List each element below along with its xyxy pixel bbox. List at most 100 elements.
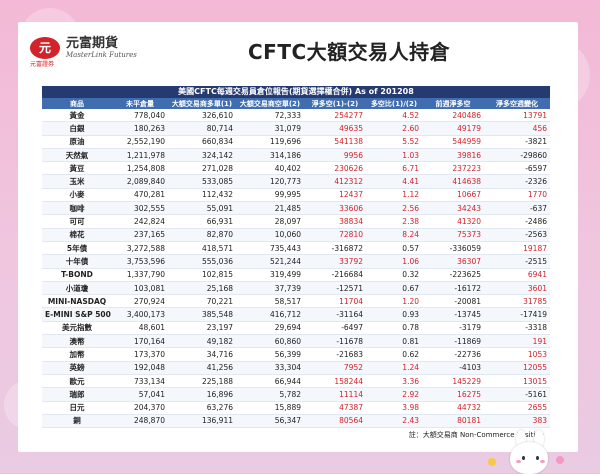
cell-prev-net: -223625 xyxy=(422,268,484,282)
cell-net-change: 1770 xyxy=(484,188,550,203)
cell-prev-net: 544959 xyxy=(422,135,484,149)
cell-prev-net: -4103 xyxy=(422,361,484,375)
commodity-name: 澳幣 xyxy=(42,334,112,349)
cell-net: -6497 xyxy=(304,321,366,336)
cell-ratio: 0.32 xyxy=(366,268,422,282)
cell-prev-net: 16275 xyxy=(422,387,484,402)
cell-prev-net: 49179 xyxy=(422,121,484,136)
column-header: 前週淨多空 xyxy=(422,98,484,109)
cell-long: 25,168 xyxy=(168,281,236,296)
cell-net: 158244 xyxy=(304,374,366,389)
cell-net-change: 1053 xyxy=(484,347,550,362)
cell-short: 37,739 xyxy=(236,281,304,296)
cell-long: 63,276 xyxy=(168,401,236,415)
cell-open-interest: 3,272,588 xyxy=(112,241,168,256)
cell-open-interest: 248,870 xyxy=(112,414,168,429)
cell-ratio: 1.12 xyxy=(366,188,422,203)
column-header: 未平倉量 xyxy=(112,98,168,109)
commodity-name: 小道瓊 xyxy=(42,281,112,296)
cell-long: 66,931 xyxy=(168,214,236,229)
cell-open-interest: 3,400,173 xyxy=(112,307,168,322)
table-row: 天然氣 1,211,978 324,142 314,186 9956 1.03 39816-… xyxy=(42,148,550,163)
table-row: 美元指數 48,601 23,197 29,694 -6497 0.78 -3179 -331… xyxy=(42,321,550,336)
cell-short: 33,304 xyxy=(236,361,304,375)
cell-net: 47387 xyxy=(304,401,366,415)
commodity-name: 黃金 xyxy=(42,109,112,123)
cell-long: 34,716 xyxy=(168,347,236,362)
cell-open-interest: 180,263 xyxy=(112,121,168,136)
cell-net-change: 13015 xyxy=(484,374,550,389)
cell-prev-net: 80181 xyxy=(422,414,484,429)
cell-net-change: 3601 xyxy=(484,281,550,296)
cell-ratio: 3.98 xyxy=(366,401,422,415)
cell-open-interest: 1,337,790 xyxy=(112,268,168,282)
cell-ratio: 4.52 xyxy=(366,109,422,123)
cell-open-interest: 48,601 xyxy=(112,321,168,336)
cell-net: 9956 xyxy=(304,148,366,163)
cell-prev-net: 237223 xyxy=(422,161,484,176)
commodity-name: 5年債 xyxy=(42,241,112,256)
cell-prev-net: 44732 xyxy=(422,401,484,415)
company-logo: 元 元富證券 元富期貨 MasterLink Futures xyxy=(30,36,137,68)
column-header: 多空比(1)/(2) xyxy=(366,98,422,109)
cell-ratio: 0.57 xyxy=(366,241,422,256)
brand-name-cn: 元富期貨 xyxy=(66,36,119,51)
cell-long: 70,221 xyxy=(168,294,236,309)
cell-prev-net: 414638 xyxy=(422,174,484,189)
cell-ratio: 0.67 xyxy=(366,281,422,296)
brand-name-en: MasterLink Futures xyxy=(66,51,137,59)
commodity-name: E-MINI S&P 500 xyxy=(42,307,112,322)
cell-open-interest: 470,281 xyxy=(112,188,168,203)
cell-open-interest: 270,924 xyxy=(112,294,168,309)
cell-short: 40,402 xyxy=(236,161,304,176)
cell-net-change: 191 xyxy=(484,334,550,349)
table-row: 白銀 180,263 80,714 31,079 49635 2.60 49179 456 xyxy=(42,121,550,136)
cell-net-change: -2326 xyxy=(484,174,550,189)
column-header: 商品 xyxy=(42,98,112,109)
commodity-name: 咖啡 xyxy=(42,201,112,216)
cell-short: 10,060 xyxy=(236,228,304,242)
cell-ratio: 6.71 xyxy=(366,161,422,176)
cell-net-change: 19187 xyxy=(484,241,550,256)
cell-net-change: -637 xyxy=(484,201,550,216)
cell-net: 11114 xyxy=(304,387,366,402)
cell-ratio: 2.56 xyxy=(366,201,422,216)
table-body: 黃金 778,040 326,610 72,333 254277 4.52 240486 13… xyxy=(42,109,550,429)
cell-long: 418,571 xyxy=(168,241,236,256)
positions-table: 商品 未平倉量 大額交易商多單(1) 大額交易商空單(2) 淨多空(1)-(2) 多空比(… xyxy=(42,98,550,429)
cell-net-change: -2515 xyxy=(484,254,550,269)
table-row: E-MINI S&P 500 3,400,173 385,548 416,712 -31… xyxy=(42,307,550,322)
cell-ratio: 0.78 xyxy=(366,321,422,336)
cell-long: 324,142 xyxy=(168,148,236,163)
cell-prev-net: -20081 xyxy=(422,294,484,309)
cell-net-change: 12055 xyxy=(484,361,550,375)
cell-open-interest: 57,041 xyxy=(112,387,168,402)
table-row: 小麥 470,281 112,432 99,995 12437 1.12 10667 1770 xyxy=(42,188,550,203)
commodity-name: 十年債 xyxy=(42,254,112,269)
table-header: 商品 未平倉量 大額交易商多單(1) 大額交易商空單(2) 淨多空(1)-(2) 多空比(… xyxy=(42,98,550,109)
commodity-name: MINI-NASDAQ xyxy=(42,294,112,309)
cell-short: 314,186 xyxy=(236,148,304,163)
cell-short: 72,333 xyxy=(236,109,304,123)
flower-icon xyxy=(556,456,564,464)
cell-ratio: 2.38 xyxy=(366,214,422,229)
table-row: 澳幣 170,164 49,182 60,860 -11678 0.81 -11869 191 xyxy=(42,334,550,349)
cell-prev-net: 10667 xyxy=(422,188,484,203)
table-row: 玉米 2,089,840 533,085 120,773 412312 4.41 41463… xyxy=(42,174,550,189)
cell-net-change: 6941 xyxy=(484,268,550,282)
cell-ratio: 1.24 xyxy=(366,361,422,375)
column-header: 大額交易商空單(2) xyxy=(236,98,304,109)
cell-net-change: -2563 xyxy=(484,228,550,242)
cell-prev-net: -3179 xyxy=(422,321,484,336)
cell-open-interest: 778,040 xyxy=(112,109,168,123)
cell-ratio: 0.93 xyxy=(366,307,422,322)
footnote: 註：大額交易商 Non-Commerce Position xyxy=(408,431,544,440)
commodity-name: 瑞郎 xyxy=(42,387,112,402)
cell-net: 38834 xyxy=(304,214,366,229)
commodity-name: 原油 xyxy=(42,135,112,149)
cell-long: 82,870 xyxy=(168,228,236,242)
table-row: 日元 204,370 63,276 15,889 47387 3.98 44732 2655 xyxy=(42,401,550,415)
table-row: 瑞郎 57,041 16,896 5,782 11114 2.92 16275 -5161 xyxy=(42,387,550,402)
cell-ratio: 8.24 xyxy=(366,228,422,242)
cell-short: 60,860 xyxy=(236,334,304,349)
